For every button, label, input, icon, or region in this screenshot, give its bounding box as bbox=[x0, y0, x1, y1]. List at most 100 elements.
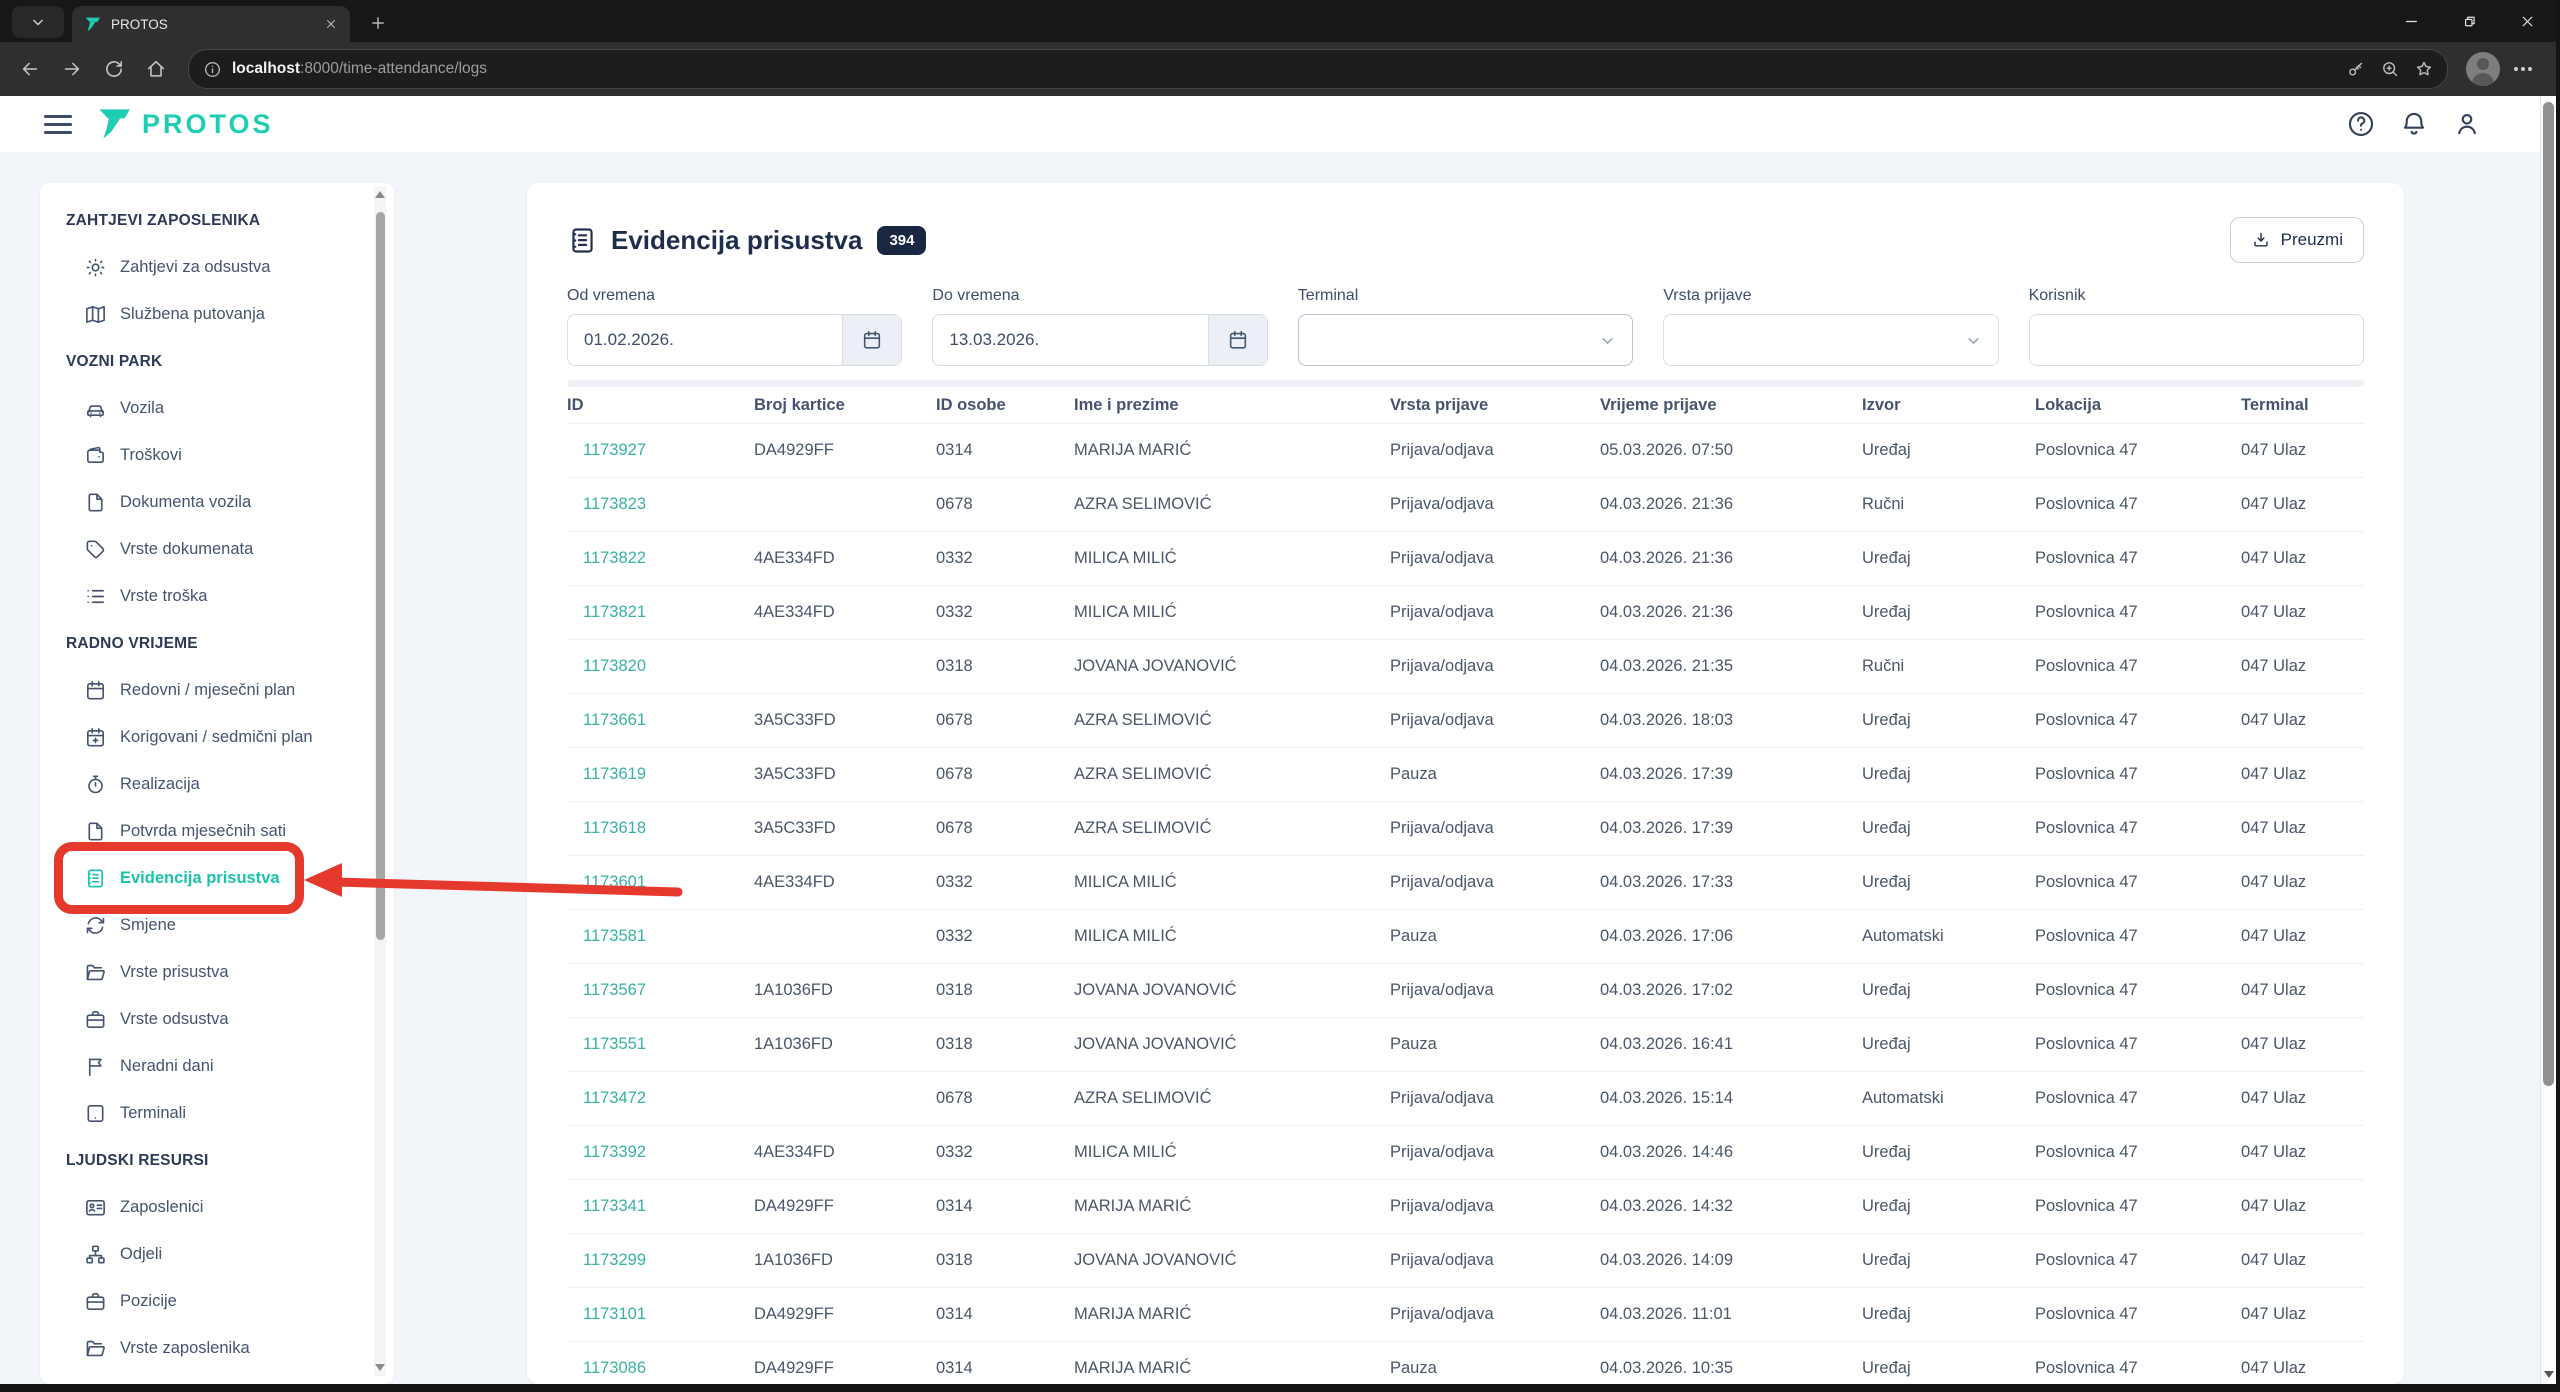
home-button[interactable] bbox=[138, 51, 174, 87]
sidebar-scrollbar[interactable] bbox=[374, 186, 386, 1376]
cell-vrsta-prijave: Prijava/odjava bbox=[1390, 963, 1600, 1018]
sidebar-item-realizacija[interactable]: Realizacija bbox=[66, 761, 372, 808]
brand-logo[interactable]: PROTOS bbox=[96, 105, 274, 143]
sidebar-item-korigovani-sedmi-ni-plan[interactable]: Korigovani / sedmični plan bbox=[66, 714, 372, 761]
sidebar-item-vrste-tro-ka[interactable]: Vrste troška bbox=[66, 573, 372, 620]
sidebar-item-label: Vozila bbox=[120, 399, 165, 417]
record-id-link[interactable]: 1173101 bbox=[583, 1305, 647, 1323]
table-horizontal-scrollbar[interactable] bbox=[567, 380, 2364, 387]
reload-button[interactable] bbox=[96, 51, 132, 87]
cell-vrijeme-prijave: 04.03.2026. 18:03 bbox=[1600, 693, 1862, 748]
sidebar-item-evidencija-prisustva[interactable]: Evidencija prisustva bbox=[66, 855, 372, 902]
calendar-picker-button[interactable] bbox=[842, 315, 902, 365]
filter-vrsta-prijave-select[interactable] bbox=[1663, 314, 1999, 366]
forward-button[interactable] bbox=[54, 51, 90, 87]
sidebar-item-potvrda-mjese-nih-sati[interactable]: Potvrda mjesečnih sati bbox=[66, 808, 372, 855]
record-id-link[interactable]: 1173822 bbox=[583, 549, 647, 567]
record-id-link[interactable]: 1173927 bbox=[583, 441, 647, 459]
record-id-link[interactable]: 1173341 bbox=[583, 1197, 647, 1215]
calendar-picker-button[interactable] bbox=[1207, 315, 1267, 365]
list-icon bbox=[84, 585, 107, 608]
sidebar-item-neradni-dani[interactable]: Neradni dani bbox=[66, 1043, 372, 1090]
help-icon[interactable] bbox=[2346, 109, 2376, 139]
filter-do-vremena-input[interactable] bbox=[932, 314, 1268, 366]
notifications-bell-icon[interactable] bbox=[2399, 109, 2429, 139]
record-id-link[interactable]: 1173567 bbox=[583, 981, 647, 999]
cell-id: 1173619 bbox=[567, 747, 754, 802]
sidebar-item-vrste-prisustva[interactable]: Vrste prisustva bbox=[66, 949, 372, 996]
sidebar-item-vrste-zaposlenika[interactable]: Vrste zaposlenika bbox=[66, 1325, 372, 1372]
cell-ime-i-prezime: MILICA MILIĆ bbox=[1074, 909, 1390, 964]
record-id-link[interactable]: 1173601 bbox=[583, 873, 647, 891]
filter-korisnik-value[interactable] bbox=[2029, 315, 2363, 365]
hamburger-menu-button[interactable] bbox=[44, 110, 72, 138]
address-bar[interactable]: localhost:8000/time-attendance/logs bbox=[188, 49, 2448, 89]
record-id-link[interactable]: 1173619 bbox=[583, 765, 647, 783]
cell-id: 1173581 bbox=[567, 909, 754, 964]
cell-izvor: Uređaj bbox=[1862, 801, 2035, 856]
window-frame-bottom bbox=[0, 1384, 2560, 1392]
sidebar-item-pozicije[interactable]: Pozicije bbox=[66, 1278, 372, 1325]
sidebar-scroll-up-arrow[interactable] bbox=[375, 191, 385, 198]
sidebar-item-vrste-odsustva[interactable]: Vrste odsustva bbox=[66, 996, 372, 1043]
record-id-link[interactable]: 1173820 bbox=[583, 657, 647, 675]
info-icon[interactable] bbox=[203, 60, 222, 79]
browser-menu-button[interactable] bbox=[2506, 52, 2540, 86]
record-id-link[interactable]: 1173661 bbox=[583, 711, 647, 729]
minimize-button[interactable] bbox=[2382, 0, 2440, 42]
record-id-link[interactable]: 1173299 bbox=[583, 1251, 647, 1269]
sidebar-item-redovni-mjese-ni-plan[interactable]: Redovni / mjesečni plan bbox=[66, 667, 372, 714]
close-button[interactable] bbox=[2498, 0, 2556, 42]
record-id-link[interactable]: 1173821 bbox=[583, 603, 647, 621]
record-id-link[interactable]: 1173551 bbox=[583, 1035, 647, 1053]
cell-vrijeme-prijave: 04.03.2026. 16:41 bbox=[1600, 1017, 1862, 1072]
user-profile-icon[interactable] bbox=[2452, 109, 2482, 139]
sidebar-item-zaposlenici[interactable]: Zaposlenici bbox=[66, 1184, 372, 1231]
tab-search-button[interactable] bbox=[12, 6, 64, 38]
password-key-button[interactable] bbox=[2339, 52, 2373, 86]
record-id-link[interactable]: 1173618 bbox=[583, 819, 647, 837]
sidebar-scrollbar-thumb[interactable] bbox=[375, 212, 385, 940]
record-id-link[interactable]: 1173086 bbox=[583, 1359, 647, 1377]
cell-ime-i-prezime: AZRA SELIMOVIĆ bbox=[1074, 693, 1390, 748]
browser-tab[interactable]: PROTOS bbox=[72, 6, 350, 42]
sidebar-item-smjene[interactable]: Smjene bbox=[66, 902, 372, 949]
sidebar-item-vrste-dokumenata[interactable]: Vrste dokumenata bbox=[66, 526, 372, 573]
cell-lokacija: Poslovnica 47 bbox=[2035, 1071, 2241, 1126]
filter-terminal-select[interactable] bbox=[1297, 314, 1634, 366]
tab-close-icon[interactable] bbox=[324, 17, 338, 31]
arrow-left-icon bbox=[19, 58, 41, 80]
page-scrollbar[interactable] bbox=[2540, 96, 2556, 1384]
sidebar-item-tro-kovi[interactable]: Troškovi bbox=[66, 432, 372, 479]
sidebar-scroll-down-arrow[interactable] bbox=[375, 1364, 385, 1371]
column-header-broj-kartice: Broj kartice bbox=[754, 395, 845, 414]
new-tab-button[interactable] bbox=[364, 9, 392, 37]
browser-profile-avatar[interactable] bbox=[2466, 52, 2500, 86]
sidebar-item-odjeli[interactable]: Odjeli bbox=[66, 1231, 372, 1278]
record-id-link[interactable]: 1173823 bbox=[583, 495, 647, 513]
home-icon bbox=[145, 58, 167, 80]
filter-od-vremena-input[interactable] bbox=[567, 314, 903, 366]
page-scroll-down-arrow[interactable] bbox=[2544, 1371, 2554, 1378]
page-scrollbar-thumb[interactable] bbox=[2543, 102, 2554, 1086]
refresh-icon bbox=[84, 914, 107, 937]
bookmark-star-button[interactable] bbox=[2407, 52, 2441, 86]
record-id-link[interactable]: 1173392 bbox=[583, 1143, 647, 1161]
filter-korisnik-input[interactable] bbox=[2028, 314, 2364, 366]
sidebar-item-label: Vrste troška bbox=[120, 587, 208, 605]
cell-ime-i-prezime: JOVANA JOVANOVIĆ bbox=[1074, 963, 1390, 1018]
record-id-link[interactable]: 1173472 bbox=[583, 1089, 647, 1107]
record-id-link[interactable]: 1173581 bbox=[583, 927, 647, 945]
sidebar-item-terminali[interactable]: Terminali bbox=[66, 1090, 372, 1137]
sidebar-item-slu-bena-putovanja[interactable]: Službena putovanja bbox=[66, 291, 372, 338]
restore-button[interactable] bbox=[2440, 0, 2498, 42]
zoom-in-button[interactable] bbox=[2373, 52, 2407, 86]
folder-open-icon bbox=[84, 961, 107, 984]
download-button[interactable]: Preuzmi bbox=[2229, 217, 2364, 263]
cell-ime-i-prezime: JOVANA JOVANOVIĆ bbox=[1074, 1017, 1390, 1072]
sidebar-item-zahtjevi-za-odsustva[interactable]: Zahtjevi za odsustva bbox=[66, 244, 372, 291]
back-button[interactable] bbox=[12, 51, 48, 87]
cell-id: 1173822 bbox=[567, 531, 754, 586]
sidebar-item-dokumenta-vozila[interactable]: Dokumenta vozila bbox=[66, 479, 372, 526]
sidebar-item-vozila[interactable]: Vozila bbox=[66, 385, 372, 432]
